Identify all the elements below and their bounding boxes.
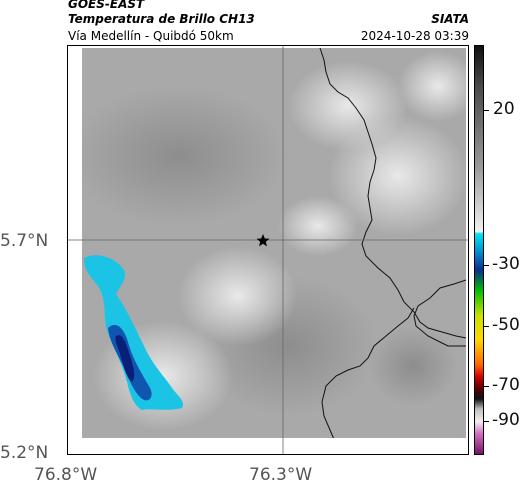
colorbar-tick-label: 20 [493, 99, 515, 119]
colorbar-tick-label: -30 [492, 254, 520, 274]
cold-cloud-region [84, 255, 184, 410]
colorbar-tick-mark [484, 421, 489, 422]
colorbar-tick-mark [484, 265, 489, 266]
border-line-upper [319, 47, 467, 339]
timestamp-label: 2024-10-28 03:39 [360, 29, 469, 43]
colorbar-tick-mark [484, 110, 489, 111]
organization-label: SIATA [431, 12, 469, 26]
lat-tick-label: 5.7°N [0, 231, 49, 251]
lon-tick-label: 76.8°W [34, 465, 98, 485]
colorbar-tick-label: -70 [492, 375, 520, 395]
colorbar-tick-mark [484, 326, 489, 327]
colorbar-tick-mark [484, 386, 489, 387]
star-icon [256, 234, 270, 247]
region-subtitle: Vía Medellín - Quibdó 50km [68, 29, 234, 43]
lat-tick-label: 5.2°N [0, 443, 49, 463]
product-title: Temperatura de Brillo CH13 [68, 12, 255, 26]
colorbar-tick-label: -50 [492, 315, 520, 335]
colorbar-tick-label: -90 [492, 410, 520, 430]
border-line-lower [321, 307, 415, 455]
border-line-loop [413, 279, 467, 347]
lon-tick-label: 76.3°W [249, 465, 313, 485]
temperature-colorbar [474, 45, 484, 455]
map-panel[interactable] [67, 45, 478, 455]
satellite-title: GOES-EAST [68, 0, 145, 11]
satellite-map-image [68, 46, 478, 455]
